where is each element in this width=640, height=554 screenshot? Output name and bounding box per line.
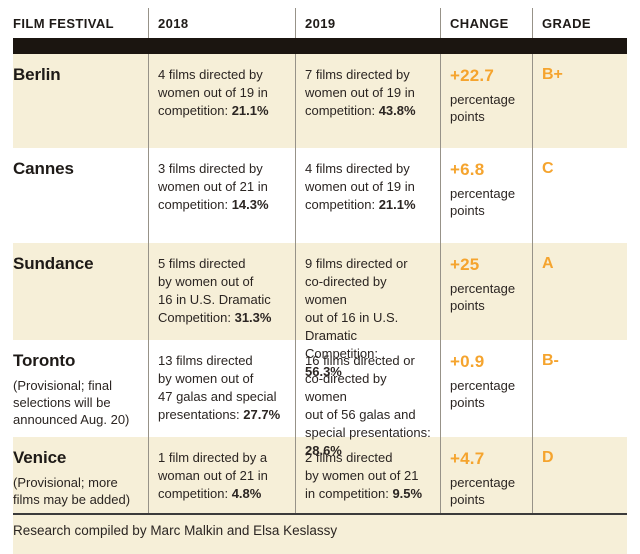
- change-unit-label: percentage points: [450, 92, 516, 125]
- stat-2018-text: 1 film directed by a woman out of 21 in …: [158, 450, 268, 501]
- change-cell: +22.7 percentage points: [440, 54, 532, 148]
- stat-2019-cell: 9 films directed or co-directed by women…: [295, 243, 440, 381]
- stat-2018-percentage: 14.3%: [231, 196, 269, 212]
- stat-2018-cell: 4 films directed by women out of 19 in c…: [148, 54, 295, 148]
- column-header-2019: 2019: [295, 8, 440, 38]
- festival-name: Venice: [13, 448, 67, 467]
- stat-2018-text: 5 films directed by women out of 16 in U…: [158, 256, 272, 325]
- change-value: +4.7: [450, 449, 485, 468]
- research-credit: Research compiled by Marc Malkin and Els…: [13, 523, 338, 538]
- change-unit-label: percentage points: [450, 281, 516, 314]
- change-value: +6.8: [450, 160, 485, 179]
- grade-cell: C: [532, 148, 627, 243]
- festival-name: Cannes: [13, 159, 74, 178]
- stat-2019-text: 2 films directed by women out of 21 in c…: [305, 450, 423, 501]
- stat-2019-cell: 2 films directed by women out of 21 in c…: [295, 437, 440, 513]
- grade-value: A: [542, 255, 554, 272]
- change-cell: +0.9 percentage points: [440, 340, 532, 460]
- column-header-grade: GRADE: [532, 8, 627, 38]
- stat-2019-text: 16 films directed or co-directed by wome…: [305, 353, 431, 458]
- stat-2018-percentage: 31.3%: [234, 309, 272, 325]
- grade-value: B-: [542, 352, 559, 369]
- grade-cell: D: [532, 437, 627, 513]
- grade-value: D: [542, 449, 554, 466]
- column-header-film-festival: FILM FESTIVAL: [13, 16, 115, 31]
- table-header-row: FILM FESTIVAL 2018 2019 CHANGE GRADE: [13, 0, 627, 38]
- stat-2019-cell: 7 films directed by women out of 19 in c…: [295, 54, 440, 148]
- change-unit-label: percentage points: [450, 475, 516, 508]
- stat-2019-text: 9 films directed or co-directed by women…: [305, 256, 408, 379]
- stat-2019-percentage: 56.3%: [305, 363, 342, 379]
- stat-2019-percentage: 21.1%: [378, 196, 416, 212]
- stat-2018-cell: 3 films directed by women out of 21 in c…: [148, 148, 295, 243]
- change-unit-label: percentage points: [450, 186, 516, 219]
- stat-2018-cell: 1 film directed by a woman out of 21 in …: [148, 437, 295, 513]
- column-header-2018: 2018: [148, 8, 295, 38]
- change-unit-label: percentage points: [450, 378, 516, 411]
- stat-2019-percentage: 28.6%: [305, 442, 342, 458]
- festival-note: (Provisional; more films may be added): [13, 474, 131, 507]
- change-value: +25: [450, 255, 480, 274]
- festival-name: Toronto: [13, 351, 76, 370]
- festival-cell: Berlin: [13, 54, 148, 148]
- header-divider-bar: [13, 38, 627, 54]
- change-cell: +4.7 percentage points: [440, 437, 532, 513]
- table-row-toronto: Toronto (Provisional; final selections w…: [13, 340, 627, 460]
- table-row-sundance: Sundance 5 films directed by women out o…: [13, 243, 627, 381]
- stat-2018-percentage: 21.1%: [231, 102, 269, 118]
- footer: Research compiled by Marc Malkin and Els…: [13, 513, 627, 554]
- grade-value: B+: [542, 66, 563, 83]
- stat-2019-cell: 16 films directed or co-directed by wome…: [295, 340, 440, 460]
- grade-cell: B-: [532, 340, 627, 460]
- festival-note: (Provisional; final selections will be a…: [13, 377, 130, 427]
- table-row-venice: Venice (Provisional; more films may be a…: [13, 437, 627, 513]
- table-row-berlin: Berlin 4 films directed by women out of …: [13, 54, 627, 148]
- stat-2019-text: 7 films directed by women out of 19 in c…: [305, 67, 416, 118]
- stat-2018-cell: 5 films directed by women out of 16 in U…: [148, 243, 295, 381]
- stat-2018-percentage: 27.7%: [243, 406, 281, 422]
- festival-cell: Cannes: [13, 148, 148, 243]
- change-cell: +25 percentage points: [440, 243, 532, 381]
- grade-value: C: [542, 160, 554, 177]
- stat-2019-cell: 4 films directed by women out of 19 in c…: [295, 148, 440, 243]
- column-header-change: CHANGE: [440, 8, 532, 38]
- stat-2018-cell: 13 films directed by women out of 47 gal…: [148, 340, 295, 460]
- festival-name: Sundance: [13, 254, 94, 273]
- festival-name: Berlin: [13, 65, 61, 84]
- stat-2018-text: 4 films directed by women out of 19 in c…: [158, 67, 269, 118]
- festival-cell: Toronto (Provisional; final selections w…: [13, 340, 148, 460]
- change-value: +0.9: [450, 352, 485, 371]
- stat-2018-percentage: 4.8%: [231, 485, 262, 501]
- grade-cell: A: [532, 243, 627, 381]
- festival-cell: Sundance: [13, 243, 148, 381]
- stat-2019-text: 4 films directed by women out of 19 in c…: [305, 161, 416, 212]
- grade-cell: B+: [532, 54, 627, 148]
- change-cell: +6.8 percentage points: [440, 148, 532, 243]
- festival-cell: Venice (Provisional; more films may be a…: [13, 437, 148, 513]
- change-value: +22.7: [450, 66, 495, 85]
- stat-2019-percentage: 43.8%: [378, 102, 416, 118]
- stat-2018-text: 3 films directed by women out of 21 in c…: [158, 161, 269, 212]
- table-row-cannes: Cannes 3 films directed by women out of …: [13, 148, 627, 243]
- stat-2018-text: 13 films directed by women out of 47 gal…: [158, 353, 281, 422]
- stat-2019-percentage: 9.5%: [392, 485, 423, 501]
